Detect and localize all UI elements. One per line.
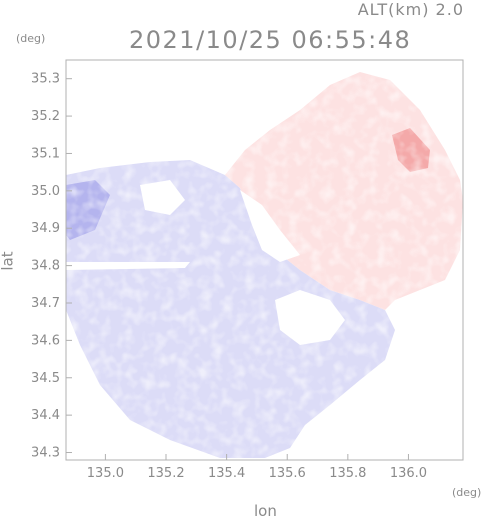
x-tick-label: 135.0 [87, 466, 124, 481]
x-tick-label: 135.4 [208, 466, 245, 481]
y-axis-unit: (deg) [16, 32, 46, 45]
plot-frame [65, 59, 464, 461]
y-tick-label: 34.9 [31, 221, 60, 236]
y-tick-label: 34.6 [31, 333, 60, 348]
x-axis-label: lon [254, 502, 277, 520]
x-tick-label: 135.8 [329, 466, 366, 481]
y-tick-label: 35.0 [31, 184, 60, 199]
y-axis-ticks: 34.3 34.4 34.5 34.6 34.7 34.8 34.9 35.0 35.1 35.2… [31, 72, 72, 461]
y-tick-label: 34.7 [31, 296, 60, 311]
y-tick-label: 34.8 [31, 259, 60, 274]
x-axis-unit: (deg) [452, 486, 482, 499]
x-axis-ticks: 135.0 135.2 135.4 135.6 135.8 136.0 [87, 454, 427, 481]
y-tick-label: 35.1 [31, 146, 60, 161]
y-tick-label: 34.3 [31, 446, 60, 461]
y-tick-label: 35.2 [31, 109, 60, 124]
map-area [66, 60, 463, 460]
timestamp-title: 2021/10/25 06:55:48 [129, 26, 412, 54]
y-tick-label: 34.4 [31, 408, 60, 423]
x-tick-label: 135.2 [147, 466, 184, 481]
x-tick-label: 136.0 [390, 466, 427, 481]
y-tick-label: 34.5 [31, 371, 60, 386]
altitude-label: ALT(km) 2.0 [357, 0, 464, 19]
y-tick-label: 35.3 [31, 72, 60, 87]
x-tick-label: 135.6 [269, 466, 306, 481]
